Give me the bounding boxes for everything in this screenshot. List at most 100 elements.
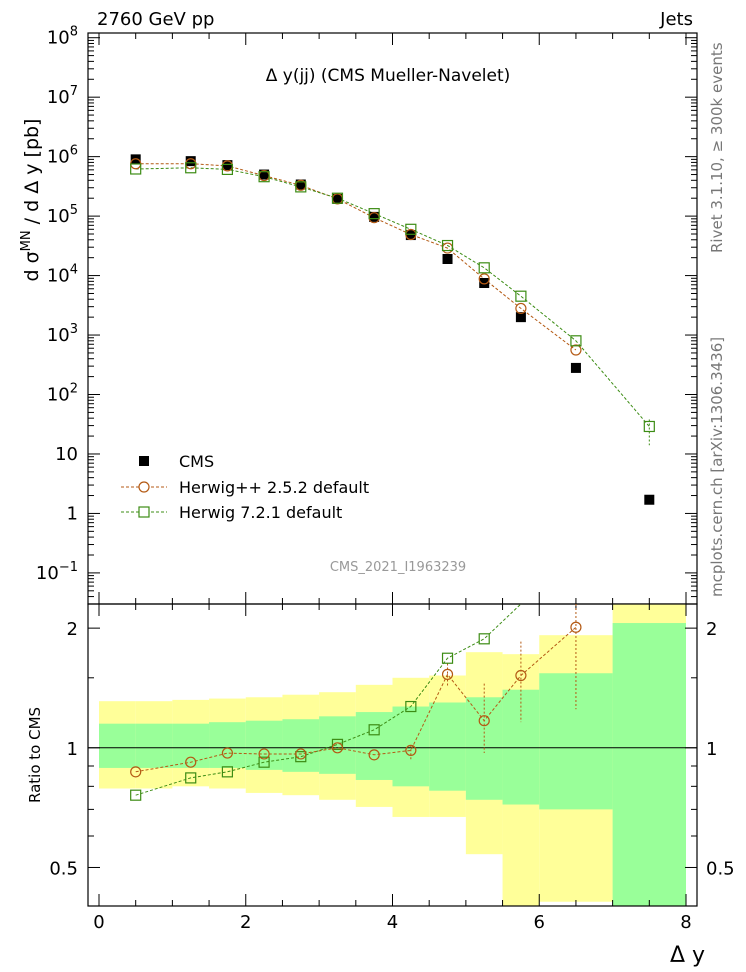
cms-point [515, 312, 526, 323]
stat-uncertainty-band [172, 723, 210, 768]
cms-point [332, 193, 343, 204]
stat-uncertainty-band [539, 673, 613, 810]
legend-label: Herwig 7.2.1 default [179, 503, 342, 522]
y-tick-label: 105 [47, 203, 78, 227]
stat-uncertainty-band [135, 723, 173, 768]
herwig7-line [135, 167, 650, 427]
herwigpp-line [135, 163, 577, 351]
x-tick-label: 0 [93, 912, 104, 933]
herwigpp-point [478, 273, 490, 285]
rivet-label: Rivet 3.1.10, ≥ 300k events [708, 42, 726, 253]
ratio-panel: 0 2 4 6 8 0.5 0.5 1 1 2 2 [49, 603, 735, 933]
herwig7-point [331, 192, 344, 204]
herwig7-point [478, 262, 490, 274]
cms-point [442, 253, 453, 264]
ratio-herwigpp-point [570, 621, 582, 633]
y-tick-label: 108 [47, 25, 78, 49]
legend: CMS Herwig++ 2.5.2 default Herwig 7.2.1 de… [121, 452, 369, 522]
ratio-herwigpp-line [135, 626, 577, 773]
ratio-herwig7-point [258, 756, 270, 768]
herwig7-point [295, 181, 307, 193]
analysis-tag: CMS_2021_I1963239 [330, 560, 466, 575]
x-tick-label: 6 [534, 912, 545, 933]
y-tick-label: 10 [55, 444, 78, 465]
stat-uncertainty-band [99, 723, 136, 768]
herwig7-point [515, 290, 527, 302]
ratio-herwig7-point [221, 766, 234, 778]
stat-uncertainty-band [355, 712, 393, 780]
ratio-herwig7-line [135, 604, 523, 796]
y-tick-label: 1 [67, 503, 78, 524]
ratio-y-tick-label: 2 [67, 619, 78, 640]
stat-uncertainty-band [429, 702, 466, 791]
stat-uncertainty-band [245, 720, 283, 770]
stat-uncertainty-band [319, 716, 356, 774]
stat-uncertainty-band [282, 719, 320, 772]
cms-point [479, 278, 490, 289]
herwig7-point [643, 420, 655, 433]
ratio-herwig7-point [478, 633, 490, 645]
ratio-herwigpp-point [441, 668, 454, 680]
ratio-herwig7-point [368, 724, 380, 736]
herwig7-point [405, 223, 417, 235]
legend-label: Herwig++ 2.5.2 default [179, 478, 369, 497]
legend-marker-cms [139, 456, 149, 466]
cms-point [369, 211, 380, 222]
herwig7-point [130, 163, 142, 175]
ratio-y-tick-label-right: 2 [706, 619, 717, 640]
herwig7-point [185, 162, 197, 174]
main-series [130, 154, 655, 505]
stat-uncertainty-band [612, 623, 686, 906]
x-tick-label: 2 [240, 912, 251, 933]
cms-point [644, 494, 655, 505]
herwig7-point [368, 208, 380, 220]
y-tick-label: 102 [47, 382, 78, 406]
mcplots-label: mcplots.cern.ch [arXiv:1306.3436] [708, 337, 726, 597]
header-right: Jets [659, 9, 693, 30]
y-tick-label: 106 [47, 144, 78, 168]
ratio-herwigpp-point [295, 748, 307, 760]
herwigpp-point [570, 344, 582, 356]
stat-uncertainty-band [209, 722, 246, 768]
cms-point [295, 179, 306, 190]
cms-point [259, 169, 270, 180]
uncertainty-bands [99, 604, 686, 906]
stat-uncertainty-band [502, 689, 540, 805]
y-tick-label: 104 [47, 263, 78, 287]
main-plot-title: Δ y(jj) (CMS Mueller-Navelet) [266, 66, 511, 86]
legend-marker-herwig7 [138, 506, 150, 518]
y-axis-label: d σMN / d Δ y [pb] [19, 119, 43, 282]
cms-point [222, 160, 233, 171]
ratio-herwig7-point [295, 751, 307, 763]
ratio-herwig7-point [130, 789, 142, 801]
ratio-herwig7-point [405, 700, 417, 713]
cms-point [185, 156, 196, 167]
herwigpp-point [515, 302, 527, 315]
ratio-y-tick-label-right: 0.5 [706, 858, 735, 879]
ratio-herwigpp-point [368, 749, 380, 761]
ratio-herwigpp-point [478, 715, 490, 727]
y-tick-label: 10−1 [36, 560, 78, 584]
herwig7-point [570, 335, 582, 347]
legend-marker-herwigpp [138, 481, 150, 493]
ratio-y-tick-label: 0.5 [49, 858, 78, 879]
ratio-herwigpp-point [515, 669, 527, 682]
ratio-y-tick-label: 1 [67, 739, 78, 760]
ratio-herwigpp-point [130, 766, 142, 778]
ratio-herwigpp-point [221, 747, 234, 759]
y-tick-label: 103 [47, 322, 78, 346]
ratio-herwig7-point [185, 772, 197, 784]
y-tick-label: 107 [47, 84, 78, 108]
herwig7-point [221, 163, 234, 176]
cms-point [130, 154, 141, 165]
ratio-herwigpp-point [331, 742, 344, 754]
herwig7-point [258, 171, 270, 183]
ratio-series [130, 604, 582, 801]
cms-point [570, 362, 581, 373]
x-tick-label: 8 [680, 912, 691, 933]
ratio-herwigpp-point [405, 744, 417, 757]
main-panel: Δ y(jj) (CMS Mueller-Navelet) CMS_2021_I… [36, 25, 698, 605]
header-left: 2760 GeV pp [97, 9, 214, 30]
ratio-herwigpp-point [185, 756, 197, 768]
ratio-herwig7-point [441, 652, 454, 664]
